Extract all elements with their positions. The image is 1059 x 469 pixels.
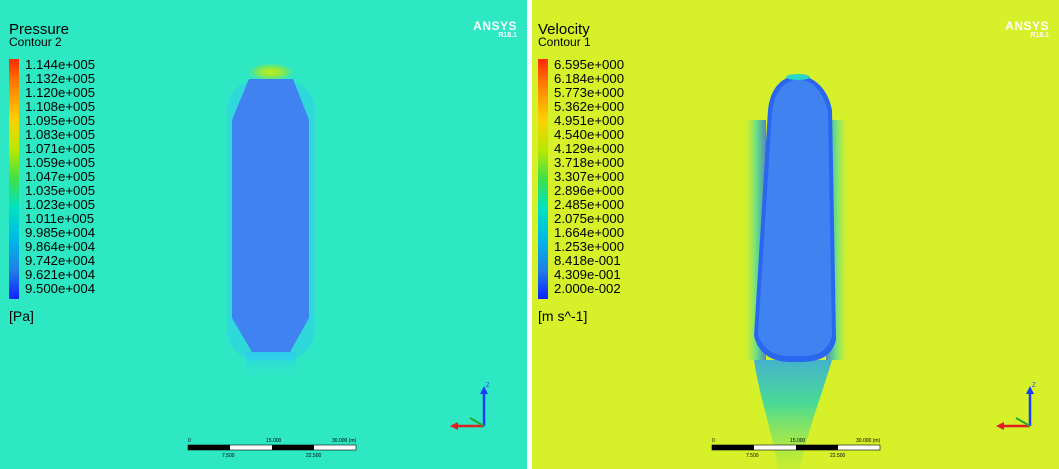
contour-subtitle: Contour 2 bbox=[9, 35, 62, 49]
legend-label: 1.023e+005 bbox=[25, 197, 96, 212]
legend-label: 4.540e+000 bbox=[554, 127, 625, 142]
z-axis-label: Z bbox=[1032, 383, 1036, 389]
velocity-contour-field bbox=[742, 74, 850, 469]
z-axis-label: Z bbox=[486, 383, 490, 389]
contour-subtitle: Contour 1 bbox=[538, 35, 591, 49]
scale-tick-label: 30.000 (m) bbox=[332, 438, 357, 444]
legend-label: 1.071e+005 bbox=[25, 141, 96, 156]
scale-tick-label: 15.000 bbox=[266, 438, 282, 444]
body-shape bbox=[232, 79, 309, 352]
legend-label: 4.951e+000 bbox=[554, 113, 625, 128]
scale-tick-label: 0 bbox=[712, 438, 715, 444]
contour-title: Velocity bbox=[538, 21, 590, 38]
legend-label: 5.362e+000 bbox=[554, 99, 625, 114]
y-axis-line bbox=[1015, 417, 1031, 427]
legend-unit: [m s^-1] bbox=[538, 308, 588, 324]
legend-label: 9.742e+004 bbox=[25, 253, 96, 268]
legend-label: 1.035e+005 bbox=[25, 183, 96, 198]
axis-triad: Z bbox=[450, 383, 490, 430]
legend-label: 4.129e+000 bbox=[554, 141, 625, 156]
scale-tick-label: 22.500 bbox=[306, 453, 322, 459]
legend-label: 2.075e+000 bbox=[554, 211, 625, 226]
scale-bar-segment bbox=[796, 445, 838, 450]
ansys-logo: ANSYS R18.1 bbox=[473, 20, 517, 40]
legend-label: 9.500e+004 bbox=[25, 281, 96, 296]
axis-triad: Z bbox=[996, 383, 1036, 430]
legend-label: 3.307e+000 bbox=[554, 169, 625, 184]
legend-label: 1.664e+000 bbox=[554, 225, 625, 240]
contour-title: Pressure bbox=[9, 21, 70, 38]
scale-tick-label: 22.500 bbox=[830, 453, 846, 459]
legend-label: 2.000e-002 bbox=[554, 281, 621, 296]
color-legend-bar bbox=[9, 59, 19, 299]
brand-version: R18.1 bbox=[498, 32, 517, 39]
legend-label: 9.621e+004 bbox=[25, 267, 96, 282]
x-axis-arrowhead bbox=[996, 422, 1004, 430]
color-legend-bar bbox=[538, 59, 548, 299]
scale-tick-label: 0 bbox=[188, 438, 191, 444]
legend-label: 2.896e+000 bbox=[554, 183, 625, 198]
legend-label: 4.309e-001 bbox=[554, 267, 621, 282]
z-axis-arrowhead bbox=[480, 386, 488, 394]
legend-label: 5.773e+000 bbox=[554, 85, 625, 100]
body-shape bbox=[758, 80, 832, 356]
wake-region bbox=[754, 360, 832, 469]
legend-label: 9.985e+004 bbox=[25, 225, 96, 240]
legend-label: 1.120e+005 bbox=[25, 85, 96, 100]
legend-label: 1.047e+005 bbox=[25, 169, 96, 184]
velocity-contour-panel: Velocity Contour 1 6.595e+000 6.184e+000… bbox=[532, 0, 1059, 469]
z-axis-arrowhead bbox=[1026, 386, 1034, 394]
scale-bar: 0 15.000 30.000 (m) 7.500 22.500 bbox=[187, 438, 357, 459]
pressure-contour-panel: Pressure Contour 2 1.144e+005 1.132e+005… bbox=[0, 0, 527, 469]
scale-tick-label: 7.500 bbox=[746, 453, 759, 459]
legend-label: 1.108e+005 bbox=[25, 99, 96, 114]
brand-name: ANSYS bbox=[1005, 19, 1049, 33]
stagnation-region bbox=[786, 74, 810, 80]
legend-label: 2.485e+000 bbox=[554, 197, 625, 212]
legend-label: 8.418e-001 bbox=[554, 253, 621, 268]
brand-name: ANSYS bbox=[473, 19, 517, 33]
scale-bar-segment bbox=[188, 445, 230, 450]
legend-label: 1.095e+005 bbox=[25, 113, 96, 128]
scale-bar-segment bbox=[712, 445, 754, 450]
legend-label: 9.864e+004 bbox=[25, 239, 96, 254]
y-axis-line bbox=[469, 417, 485, 427]
ansys-logo: ANSYS R18.1 bbox=[1005, 20, 1049, 40]
legend-label: 3.718e+000 bbox=[554, 155, 625, 170]
stagnation-region bbox=[245, 62, 297, 82]
legend-label: 1.059e+005 bbox=[25, 155, 96, 170]
pressure-contour-field bbox=[227, 62, 315, 380]
scale-tick-label: 7.500 bbox=[222, 453, 235, 459]
legend-label: 1.144e+005 bbox=[25, 57, 96, 72]
legend-label: 1.083e+005 bbox=[25, 127, 96, 142]
legend-unit: [Pa] bbox=[9, 308, 34, 324]
scale-tick-label: 15.000 bbox=[790, 438, 806, 444]
brand-version: R18.1 bbox=[1030, 32, 1049, 39]
scale-bar: 0 15.000 30.000 (m) 7.500 22.500 bbox=[711, 438, 881, 459]
scale-bar-segment bbox=[272, 445, 314, 450]
legend-label: 1.132e+005 bbox=[25, 71, 96, 86]
legend-label: 1.253e+000 bbox=[554, 239, 625, 254]
legend-label: 1.011e+005 bbox=[25, 211, 95, 226]
x-axis-arrowhead bbox=[450, 422, 458, 430]
legend-label: 6.595e+000 bbox=[554, 57, 625, 72]
scale-tick-label: 30.000 (m) bbox=[856, 438, 881, 444]
legend-label: 6.184e+000 bbox=[554, 71, 625, 86]
